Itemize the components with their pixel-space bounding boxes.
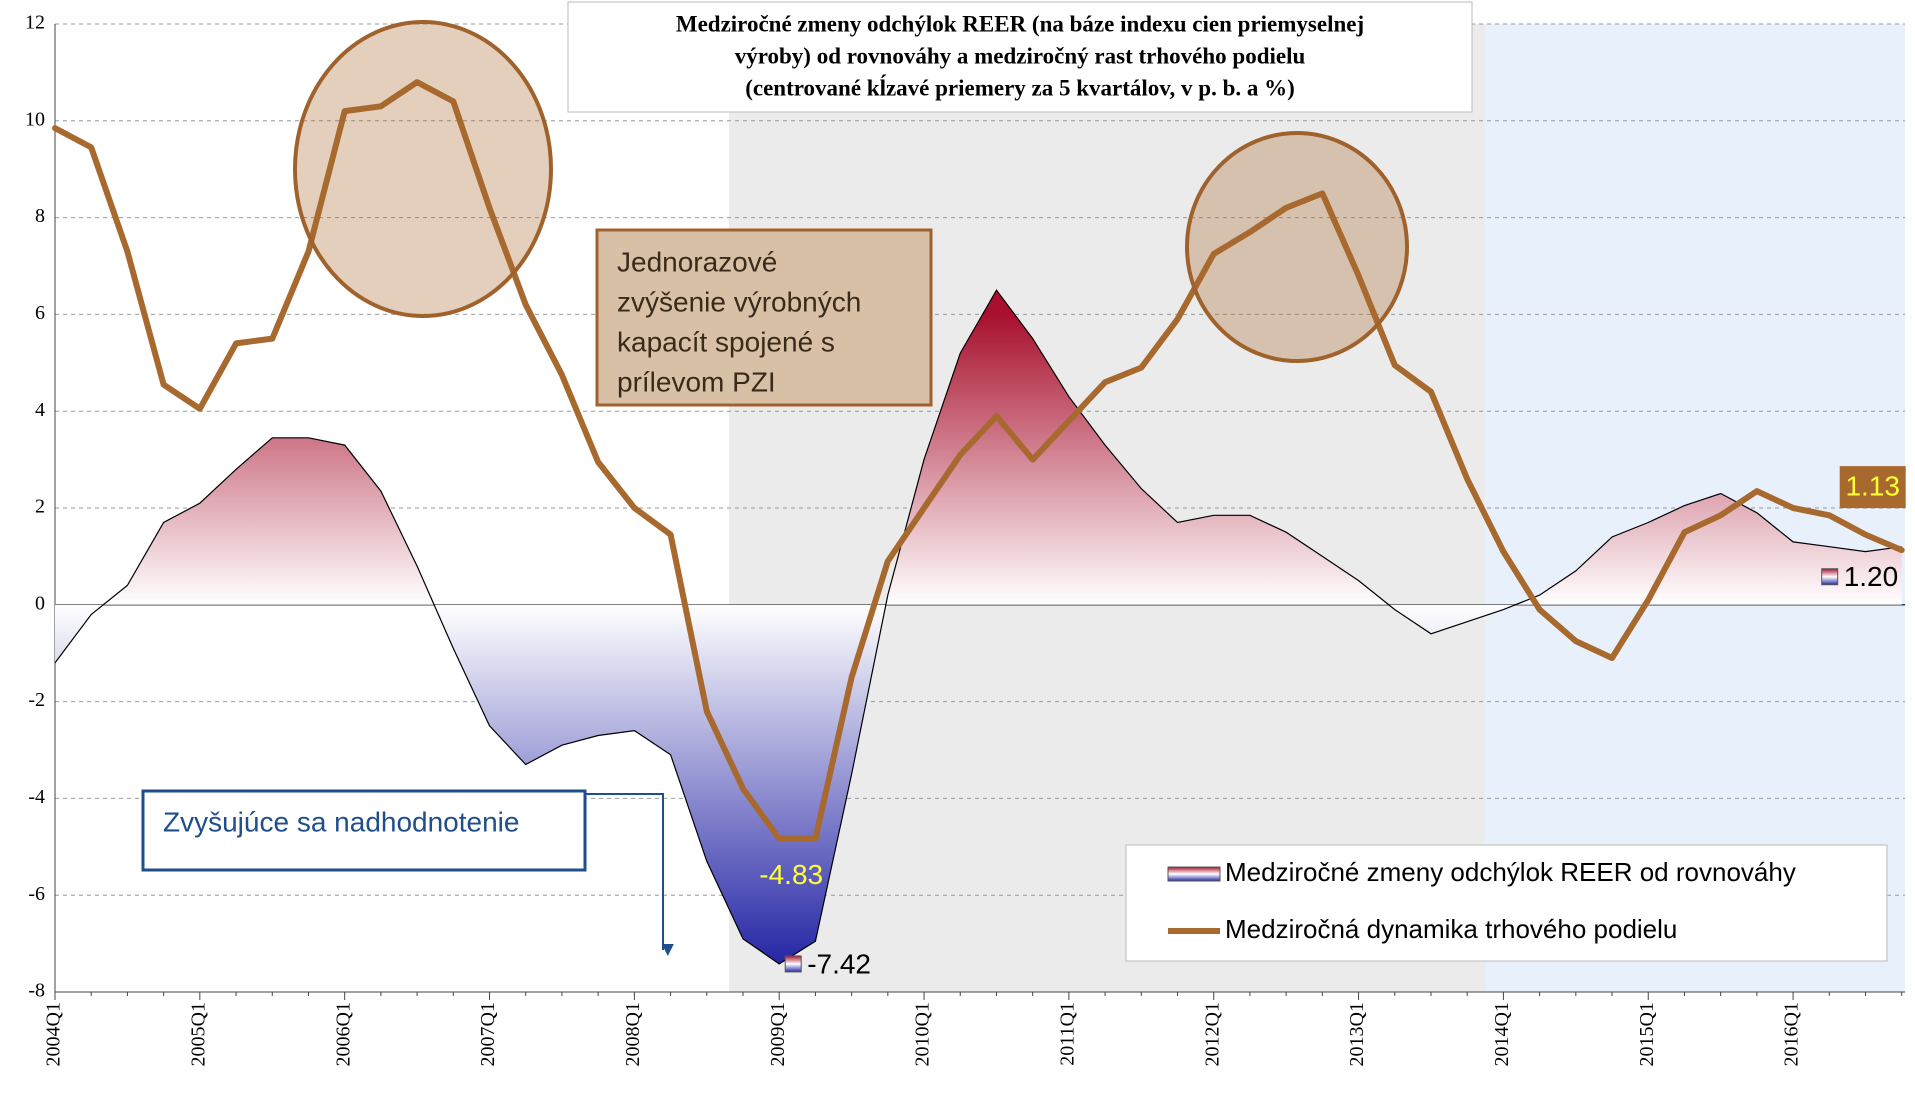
annotations: Medziročné zmeny odchýlok REER (na báze … (141, 1, 1906, 979)
legend-swatch (1167, 866, 1221, 882)
title-box (567, 1, 1473, 113)
label-marker (784, 955, 802, 973)
x-tick-label: 2014Q1 (1491, 1002, 1513, 1066)
label-box (1839, 466, 1906, 509)
chart-title: Medziročné zmeny odchýlok REER (na báze … (676, 11, 1364, 36)
x-tick-label: 2011Q1 (1056, 1002, 1078, 1066)
y-tick-label: -6 (28, 883, 45, 905)
area-outline (54, 289, 1902, 965)
legend-label: Medziročné zmeny odchýlok REER od rovnov… (1225, 857, 1796, 887)
highlight-ellipse (1185, 131, 1409, 363)
y-tick-label: -4 (28, 786, 45, 808)
data-label: 1.20 (1844, 561, 1899, 592)
plot (52, 79, 1905, 965)
area (55, 290, 1902, 964)
annotation-box (141, 789, 587, 872)
y-tick-label: -2 (28, 689, 45, 711)
x-tick-label: 2005Q1 (187, 1002, 209, 1066)
highlight-ellipse (293, 20, 553, 318)
legend-box (1125, 844, 1888, 962)
line (52, 79, 1905, 842)
annotation-arrow (585, 793, 674, 956)
x-tick-label: 2008Q1 (622, 1002, 644, 1066)
y-tick-label: 12 (25, 12, 45, 34)
data-label: -4.83 (759, 859, 823, 890)
annotation-text: kapacít spojené s (617, 326, 835, 357)
annotation-text: zvýšenie výrobných (617, 286, 861, 317)
annotation-box (595, 228, 933, 407)
annotation-text: prílevom PZI (617, 366, 776, 397)
data-label: 1.13 (1845, 470, 1900, 501)
x-tick-label: 2016Q1 (1781, 1002, 1803, 1066)
x-tick-label: 2004Q1 (43, 1002, 65, 1066)
annotation-text: Zvyšujúce sa nadhodnotenie (163, 806, 519, 837)
y-tick-label: -8 (28, 980, 45, 1002)
legend-label: Medziročná dynamika trhového podielu (1225, 914, 1677, 944)
x-tick-label: 2006Q1 (332, 1002, 354, 1066)
y-tick-label: 6 (35, 302, 45, 324)
x-tick-label: 2013Q1 (1346, 1002, 1368, 1066)
y-tick-label: 0 (35, 592, 45, 614)
y-tick-label: 10 (25, 108, 45, 130)
data-label: -7.42 (807, 948, 871, 979)
annotation-text: Jednorazové (617, 246, 777, 277)
x-tick-label: 2015Q1 (1636, 1002, 1658, 1066)
y-tick-label: 8 (35, 205, 45, 227)
chart-title: (centrované kĺzavé priemery za 5 kvartál… (745, 74, 1295, 100)
y-tick-label: 2 (35, 496, 45, 518)
chart-title: výroby) od rovnováhy a medziročný rast t… (735, 43, 1306, 68)
x-tick-label: 2010Q1 (912, 1002, 934, 1066)
x-tick-label: 2009Q1 (767, 1002, 789, 1066)
x-tick-label: 2012Q1 (1201, 1002, 1223, 1066)
label-marker (1821, 568, 1839, 586)
y-tick-label: 4 (35, 399, 45, 421)
x-tick-label: 2007Q1 (477, 1002, 499, 1066)
